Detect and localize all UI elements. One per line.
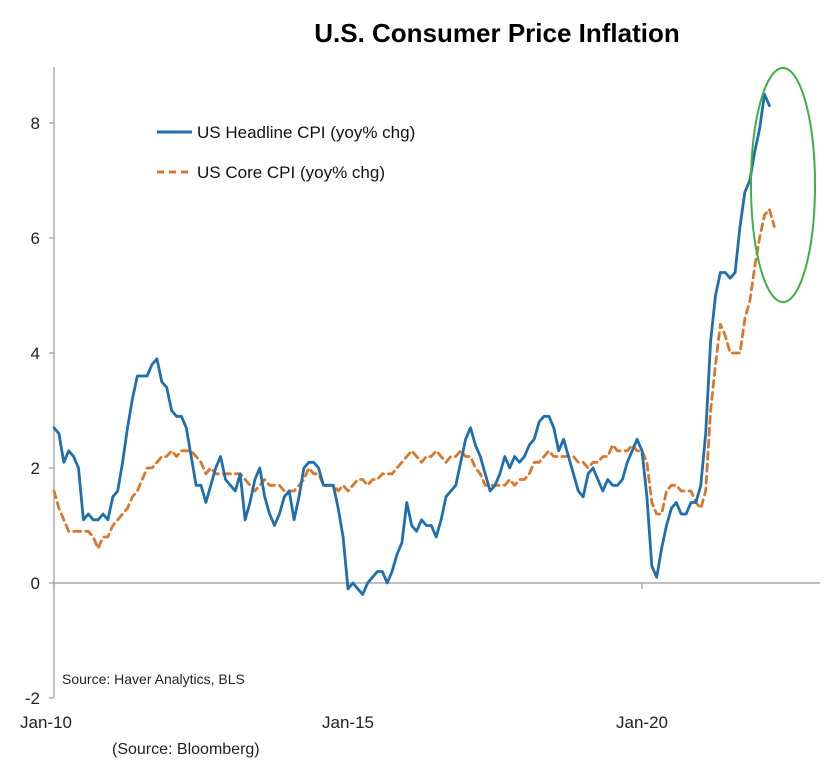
x-tick-label: Jan-10 [20,713,72,732]
series-line-headline [52,92,771,596]
y-tick-label: 6 [31,229,40,248]
source-note-bloomberg: (Source: Bloomberg) [112,741,260,758]
y-tick-label: 4 [31,344,40,363]
series-line-core [52,207,776,550]
source-note-haver: Source: Haver Analytics, BLS [62,671,245,687]
y-tick-label: 2 [31,459,40,478]
legend-label-core: US Core CPI (yoy% chg) [197,163,385,182]
legend: US Headline CPI (yoy% chg) US Core CPI (… [157,123,415,182]
x-tick-label: Jan-15 [322,713,374,732]
y-tick-label: 8 [31,114,40,133]
highlight-ellipse [750,67,816,303]
legend-label-headline: US Headline CPI (yoy% chg) [197,123,415,142]
y-tick-label: -2 [25,689,40,708]
chart-title: U.S. Consumer Price Inflation [314,18,680,48]
x-tick-label: Jan-20 [616,713,668,732]
y-tick-label: 0 [31,574,40,593]
